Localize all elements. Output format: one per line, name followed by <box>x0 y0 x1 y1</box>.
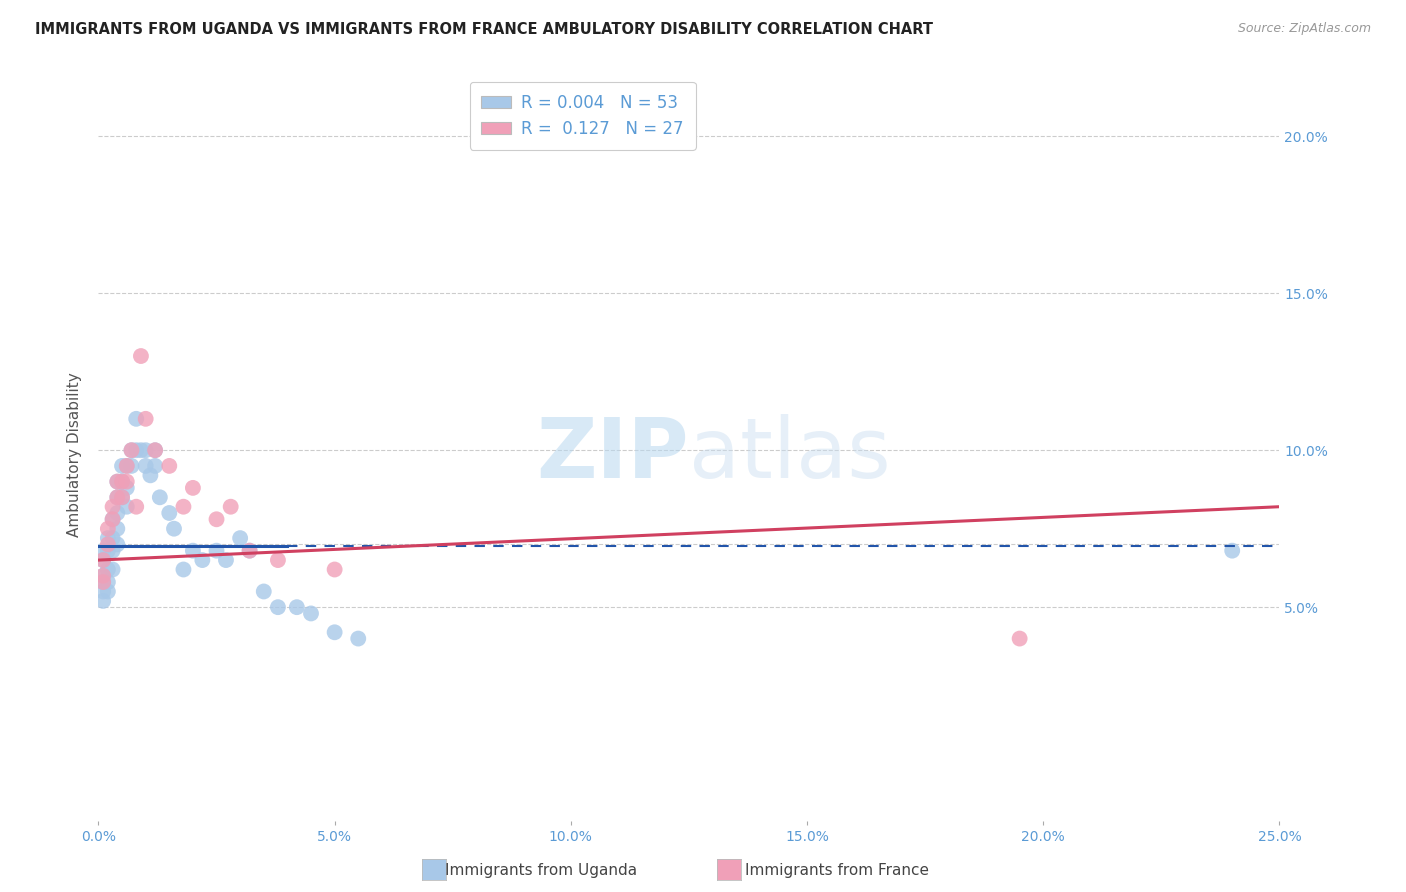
Point <box>101 531 124 545</box>
Point <box>101 562 124 576</box>
Y-axis label: Ambulatory Disability: Ambulatory Disability <box>67 373 83 537</box>
Point <box>323 562 346 576</box>
Point <box>91 575 114 590</box>
Point <box>239 543 262 558</box>
Point <box>91 568 114 582</box>
Text: ZIP: ZIP <box>537 415 689 495</box>
Text: atlas: atlas <box>689 415 890 495</box>
Point <box>97 531 120 545</box>
Point <box>219 500 242 514</box>
Point <box>157 458 180 473</box>
Point <box>111 475 134 489</box>
Point <box>125 412 148 426</box>
Point <box>91 553 114 567</box>
Point <box>97 562 120 576</box>
Point <box>105 491 128 505</box>
Point <box>91 568 114 582</box>
Point <box>115 458 138 473</box>
Point <box>172 562 194 576</box>
Point <box>347 632 370 646</box>
Point <box>135 458 157 473</box>
Point <box>285 600 308 615</box>
Point <box>181 481 204 495</box>
Point <box>1008 632 1031 646</box>
Point <box>91 543 114 558</box>
Point <box>129 349 152 363</box>
Point <box>299 607 322 621</box>
Point <box>115 481 138 495</box>
Point <box>91 594 114 608</box>
Point <box>101 500 124 514</box>
Point <box>111 491 134 505</box>
Text: Immigrants from France: Immigrants from France <box>745 863 928 878</box>
Point <box>1220 543 1243 558</box>
Point <box>111 475 134 489</box>
Point <box>111 491 134 505</box>
Point <box>267 553 290 567</box>
Point <box>97 522 120 536</box>
Point <box>101 512 124 526</box>
Point <box>105 475 128 489</box>
Text: Source: ZipAtlas.com: Source: ZipAtlas.com <box>1237 22 1371 36</box>
Point <box>143 443 166 458</box>
Point <box>163 522 186 536</box>
Text: Immigrants from Uganda: Immigrants from Uganda <box>446 863 637 878</box>
Point <box>135 443 157 458</box>
Point <box>111 458 134 473</box>
Point <box>143 443 166 458</box>
Point <box>105 475 128 489</box>
Point <box>97 575 120 590</box>
Point <box>205 512 228 526</box>
Point <box>97 543 120 558</box>
Point <box>121 458 143 473</box>
Point <box>105 522 128 536</box>
Point <box>91 584 114 599</box>
Point <box>215 553 238 567</box>
Point <box>101 512 124 526</box>
Point <box>239 543 262 558</box>
Point <box>97 537 120 551</box>
Point <box>101 543 124 558</box>
Point <box>105 506 128 520</box>
Point <box>149 491 172 505</box>
Point <box>135 412 157 426</box>
Point <box>253 584 276 599</box>
Point <box>125 500 148 514</box>
Point <box>229 531 252 545</box>
Point <box>191 553 214 567</box>
Point <box>115 500 138 514</box>
Point <box>105 537 128 551</box>
Point <box>91 575 114 590</box>
Point <box>97 584 120 599</box>
Point <box>181 543 204 558</box>
Point <box>143 458 166 473</box>
Point <box>323 625 346 640</box>
Point <box>267 600 290 615</box>
Point <box>205 543 228 558</box>
Point <box>121 443 143 458</box>
Point <box>115 458 138 473</box>
Point <box>157 506 180 520</box>
Point <box>121 443 143 458</box>
Point <box>115 475 138 489</box>
Point <box>129 443 152 458</box>
Point <box>91 553 114 567</box>
Point <box>172 500 194 514</box>
Point <box>139 468 162 483</box>
Point <box>125 443 148 458</box>
Legend: R = 0.004   N = 53, R =  0.127   N = 27: R = 0.004 N = 53, R = 0.127 N = 27 <box>470 82 696 150</box>
Point <box>105 491 128 505</box>
Text: IMMIGRANTS FROM UGANDA VS IMMIGRANTS FROM FRANCE AMBULATORY DISABILITY CORRELATI: IMMIGRANTS FROM UGANDA VS IMMIGRANTS FRO… <box>35 22 934 37</box>
